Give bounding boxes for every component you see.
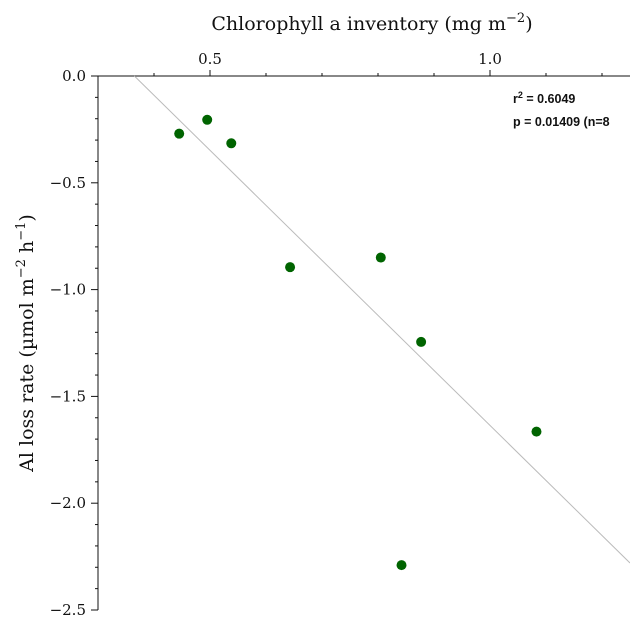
- y-axis-title-mid: h: [16, 241, 38, 259]
- data-point-1: [174, 128, 185, 139]
- x-axis-title-base: Chlorophyll a inventory (mg m: [211, 13, 506, 35]
- y-tick-label-1: −0.5: [50, 174, 86, 192]
- y-axis-title: Al loss rate (µmol m−2 h−1): [14, 214, 38, 473]
- y-axis-title-base: Al loss rate (µmol m: [16, 278, 38, 473]
- data-point-7: [531, 426, 542, 437]
- x-axis-title: Chlorophyll a inventory (mg m−2): [211, 11, 532, 35]
- x-tick-label-1: 1.0: [478, 50, 502, 68]
- r-squared-superscript: 2: [518, 90, 523, 100]
- y-axis-title-tail: ): [16, 214, 38, 221]
- data-point-5: [375, 252, 386, 263]
- p-value-annotation: p = 0.01409 (n=8: [513, 115, 610, 129]
- x-tick-label-0: 0.5: [198, 50, 222, 68]
- data-point-2: [202, 114, 213, 125]
- y-tick-label-0: 0.0: [62, 67, 86, 85]
- data-point-8: [396, 560, 407, 571]
- r-squared-value: = 0.6049: [523, 92, 576, 106]
- x-axis-title-tail: ): [525, 13, 532, 35]
- y-tick-label-2: −1.0: [50, 281, 86, 299]
- y-ticks: 0.0 −0.5 −1.0 −1.5 −2.0 −2.5: [50, 67, 98, 619]
- y-tick-label-4: −2.0: [50, 494, 86, 512]
- r-squared-base: r: [513, 92, 518, 106]
- y-axis-title-superscript-2: −1: [14, 222, 29, 241]
- regression-fit-line: [134, 75, 630, 564]
- x-ticks: 0.5 1.0: [153, 50, 603, 76]
- y-tick-label-3: −1.5: [50, 387, 86, 405]
- data-point-6: [416, 336, 427, 347]
- data-point-4: [285, 262, 296, 273]
- data-point-3: [226, 138, 237, 149]
- y-axis-title-superscript-1: −2: [14, 259, 29, 278]
- y-tick-label-5: −2.5: [50, 601, 86, 619]
- data-points: [174, 114, 542, 571]
- r-squared-annotation: r2 = 0.6049: [513, 90, 575, 106]
- x-axis-title-superscript: −2: [506, 11, 525, 26]
